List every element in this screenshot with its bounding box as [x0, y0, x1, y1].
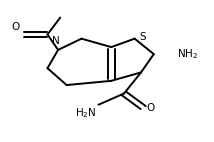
Text: O: O	[146, 103, 155, 113]
Text: NH$_2$: NH$_2$	[177, 47, 198, 61]
Text: H$_2$N: H$_2$N	[75, 106, 96, 120]
Text: N: N	[52, 36, 60, 46]
Text: O: O	[12, 22, 20, 32]
Text: S: S	[139, 32, 146, 42]
